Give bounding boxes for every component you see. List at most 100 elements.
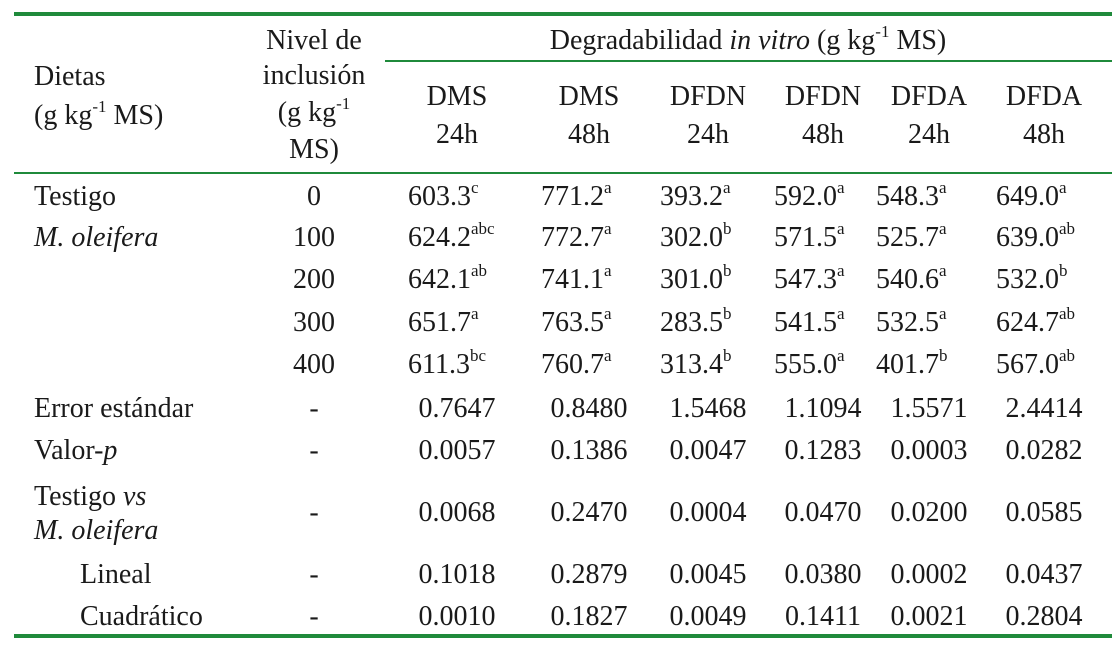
stat-label: Testigo vs xyxy=(34,481,147,512)
table-cell: 313.4b xyxy=(660,345,732,380)
stat-label: Lineal xyxy=(80,559,152,590)
table-cell: 541.5a xyxy=(774,303,845,338)
table-cell: 393.2a xyxy=(660,177,731,212)
table-top-rule xyxy=(14,12,1112,16)
header-group: Degradabilidad in vitro (g kg-1 MS) xyxy=(549,21,947,56)
table-cell: 302.0b xyxy=(660,218,732,253)
table-cell: 548.3a xyxy=(876,177,947,212)
table-cell: 283.5b xyxy=(660,303,732,338)
col-header-6-line1: DFDA xyxy=(1005,81,1083,112)
header-nivel-line3: (g kg-1 xyxy=(277,93,351,128)
stat-value: 0.8480 xyxy=(550,393,628,424)
stat-value: 1.5571 xyxy=(890,393,968,424)
stat-value: 0.1283 xyxy=(784,435,862,466)
stat-value: 0.1018 xyxy=(418,559,496,590)
table-cell: 571.5a xyxy=(774,218,845,253)
stat-value: 1.1094 xyxy=(784,393,862,424)
stat-value: 0.2470 xyxy=(550,497,628,528)
table-cell: 555.0a xyxy=(774,345,845,380)
table-cell: 624.2abc xyxy=(408,218,495,253)
row-label: M. oleifera xyxy=(34,222,159,253)
header-nivel-line2: inclusión xyxy=(262,60,366,91)
stat-value: 0.7647 xyxy=(418,393,496,424)
table-cell: 603.3c xyxy=(408,177,479,212)
header-dietas: Dietas xyxy=(34,61,106,92)
col-header-3-line2: 24h xyxy=(687,119,729,150)
table-cell: 651.7a xyxy=(408,303,479,338)
col-header-4-line1: DFDN xyxy=(784,81,862,112)
stat-label: Cuadrático xyxy=(80,601,203,632)
table-cell: 301.0b xyxy=(660,260,732,295)
table-cell: 624.7ab xyxy=(996,303,1076,338)
stat-value: 0.0004 xyxy=(669,497,747,528)
header-nivel-line4: MS) xyxy=(289,134,339,165)
stat-label: Valor-p xyxy=(34,435,118,466)
col-header-1-line1: DMS xyxy=(426,81,488,112)
stat-level: - xyxy=(309,393,319,424)
header-bottom-rule xyxy=(14,172,1112,174)
stat-value: 0.0057 xyxy=(418,435,496,466)
stat-value: 0.0380 xyxy=(784,559,862,590)
col-header-6-line2: 48h xyxy=(1023,119,1065,150)
table-cell: 772.7a xyxy=(541,218,612,253)
stat-value: 0.0045 xyxy=(669,559,747,590)
col-header-1-line2: 24h xyxy=(436,119,478,150)
stat-label: Error estándar xyxy=(34,393,194,424)
stat-value: 0.0585 xyxy=(1005,497,1083,528)
stat-level: - xyxy=(309,435,319,466)
stat-value: 0.0470 xyxy=(784,497,862,528)
table-cell: 649.0a xyxy=(996,177,1067,212)
table-bottom-rule xyxy=(14,634,1112,638)
table-cell: 540.6a xyxy=(876,260,947,295)
table-cell: 639.0ab xyxy=(996,218,1076,253)
table-cell: 760.7a xyxy=(541,345,612,380)
stat-value: 0.1827 xyxy=(550,601,628,632)
stat-value: 0.1386 xyxy=(550,435,628,466)
row-level: 300 xyxy=(293,307,335,338)
header-nivel-line1: Nivel de xyxy=(266,25,362,56)
table-cell: 771.2a xyxy=(541,177,612,212)
stat-value: 0.0010 xyxy=(418,601,496,632)
table-cell: 547.3a xyxy=(774,260,845,295)
row-level: 100 xyxy=(293,222,335,253)
stat-value: 0.0047 xyxy=(669,435,747,466)
row-level: 400 xyxy=(293,349,335,380)
table-cell: 401.7b xyxy=(876,345,948,380)
col-header-5-line1: DFDA xyxy=(890,81,968,112)
table-cell: 592.0a xyxy=(774,177,845,212)
stat-value: 0.0068 xyxy=(418,497,496,528)
table-cell: 532.5a xyxy=(876,303,947,338)
stat-value: 0.0021 xyxy=(890,601,968,632)
row-label: Testigo xyxy=(34,181,117,212)
col-header-3-line1: DFDN xyxy=(669,81,747,112)
table-cell: 763.5a xyxy=(541,303,612,338)
table-cell: 611.3bc xyxy=(408,345,487,380)
stat-level: - xyxy=(309,601,319,632)
stat-value: 0.2879 xyxy=(550,559,628,590)
stat-value: 0.0282 xyxy=(1005,435,1083,466)
table-cell: 741.1a xyxy=(541,260,612,295)
table-cell: 642.1ab xyxy=(408,260,488,295)
stat-value: 0.0002 xyxy=(890,559,968,590)
col-header-2-line2: 48h xyxy=(568,119,610,150)
stat-value: 1.5468 xyxy=(669,393,747,424)
header-dietas-unit: (g kg-1 MS) xyxy=(34,96,164,131)
stat-value: 0.0437 xyxy=(1005,559,1083,590)
stat-label-line2: M. oleifera xyxy=(34,515,159,546)
stat-value: 0.0200 xyxy=(890,497,968,528)
row-level: 0 xyxy=(307,181,321,212)
col-header-5-line2: 24h xyxy=(908,119,950,150)
table-cell: 567.0ab xyxy=(996,345,1076,380)
stat-value: 0.1411 xyxy=(785,601,861,632)
col-header-4-line2: 48h xyxy=(802,119,844,150)
stat-level: - xyxy=(309,497,319,528)
stat-value: 0.2804 xyxy=(1005,601,1083,632)
stat-value: 0.0049 xyxy=(669,601,747,632)
group-underline xyxy=(385,60,1112,62)
col-header-2-line1: DMS xyxy=(558,81,620,112)
stat-value: 2.4414 xyxy=(1005,393,1083,424)
stat-level: - xyxy=(309,559,319,590)
table-cell: 532.0b xyxy=(996,260,1068,295)
stat-value: 0.0003 xyxy=(890,435,968,466)
table-cell: 525.7a xyxy=(876,218,947,253)
